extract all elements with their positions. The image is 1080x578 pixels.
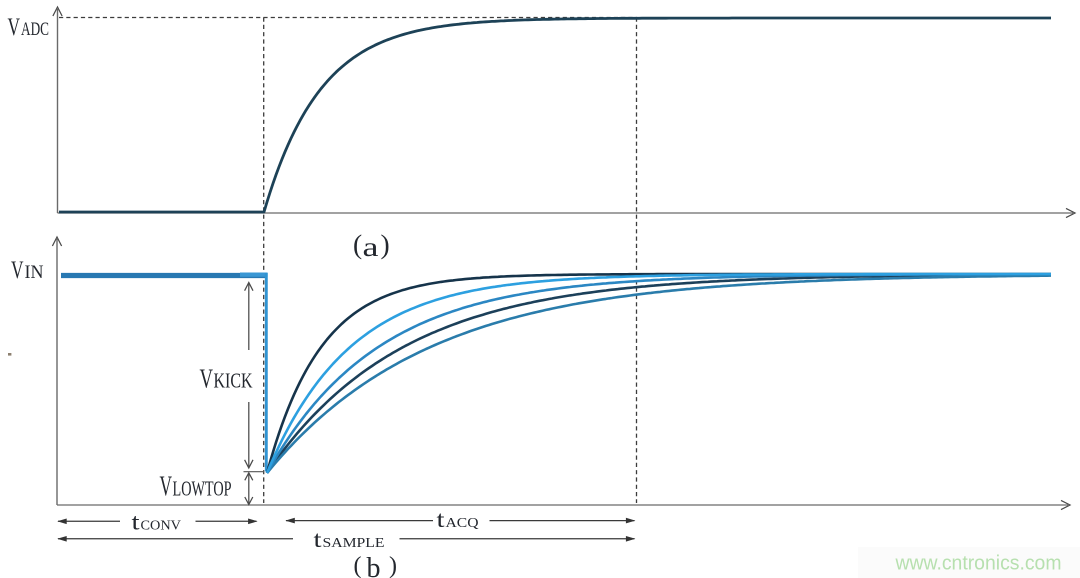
- svg-text:IN: IN: [25, 262, 44, 283]
- svg-text:V: V: [11, 257, 24, 284]
- svg-text:V: V: [160, 472, 173, 503]
- svg-text:ADC: ADC: [21, 20, 49, 40]
- svg-text:t: t: [437, 507, 446, 532]
- svg-text:LOWTOP: LOWTOP: [173, 477, 232, 501]
- svg-text:(: (: [354, 553, 362, 578]
- svg-text:www.cntronics.com: www.cntronics.com: [895, 553, 1062, 575]
- svg-text:SAMPLE: SAMPLE: [323, 536, 385, 551]
- svg-text:KICK: KICK: [214, 369, 253, 393]
- svg-text:b: b: [367, 553, 381, 578]
- svg-text:(: (: [353, 229, 362, 260]
- svg-text:ACQ: ACQ: [446, 516, 479, 531]
- svg-text:a: a: [363, 232, 379, 262]
- svg-text:V: V: [8, 14, 21, 41]
- svg-text:t: t: [132, 510, 141, 535]
- svg-text:CONV: CONV: [141, 519, 182, 534]
- svg-text:): ): [389, 553, 397, 578]
- svg-text:): ): [381, 229, 390, 260]
- svg-text:V: V: [200, 363, 214, 394]
- svg-text:t: t: [314, 527, 323, 552]
